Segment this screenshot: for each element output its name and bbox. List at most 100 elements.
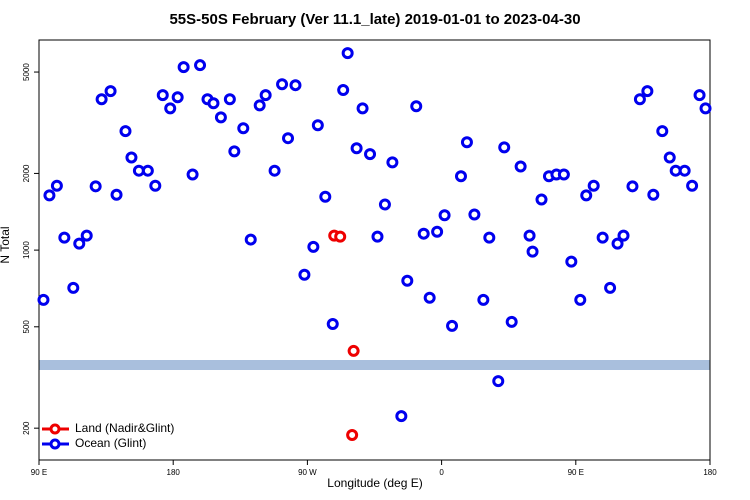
point [95,93,108,106]
point [149,179,162,192]
legend-label: Ocean (Glint) [75,436,146,450]
point [663,151,676,164]
point [535,193,548,206]
point [693,89,706,102]
legend-marker [49,423,61,435]
point [417,227,430,240]
x-tick-label: 180 [167,468,181,477]
point [526,245,539,258]
point [268,164,281,177]
point [678,164,691,177]
x-tick-label: 90 E [31,468,47,477]
point [228,145,241,158]
y-tick-label: 200 [22,421,31,435]
point [119,125,132,138]
point [223,93,236,106]
point [574,293,587,306]
point [596,231,609,244]
point [326,317,339,330]
y-tick-label: 5000 [22,63,31,81]
point [43,189,56,202]
point [244,233,257,246]
point [431,225,444,238]
point [80,229,93,242]
point [386,156,399,169]
point [207,97,220,110]
point [186,168,199,181]
point [492,375,505,388]
y-tick-label: 1000 [22,241,31,259]
point [410,100,423,113]
point [423,291,436,304]
point [171,91,184,104]
point [371,230,384,243]
point [194,59,207,72]
y-tick-label: 500 [22,320,31,334]
point [454,170,467,183]
plot-frame [38,39,711,461]
point [565,255,578,268]
point [67,281,80,294]
point [346,429,359,442]
point [37,293,50,306]
point [446,319,459,332]
point [401,274,414,287]
point [378,198,391,211]
point [177,61,190,74]
point [276,78,289,91]
point [483,231,496,244]
band [39,360,710,370]
point [104,85,117,98]
x-axis-label: Longitude (deg E) [327,476,422,490]
point [498,141,511,154]
point [477,293,490,306]
point [686,179,699,192]
point [356,102,369,115]
point [282,132,295,145]
point [298,268,311,281]
point [141,164,154,177]
point [523,229,536,242]
point [125,151,138,164]
point [164,102,177,115]
point [505,315,518,328]
x-tick-label: 0 [439,468,444,477]
point [395,410,408,423]
point [307,240,320,253]
point [617,229,630,242]
point [611,237,624,250]
point [468,208,481,221]
point [334,230,347,243]
point [514,160,527,173]
point [364,148,377,161]
x-tick-label: 90 E [568,468,584,477]
point [110,188,123,201]
point [633,93,646,106]
point [557,168,570,181]
point [259,89,272,102]
y-tick-label: 2000 [22,164,31,182]
point [156,89,169,102]
point [626,180,639,193]
point [604,281,617,294]
y-axis-label: N Total [0,226,12,263]
point [641,85,654,98]
point [647,188,660,201]
point [311,119,324,132]
point [214,111,227,124]
point [89,180,102,193]
point [347,344,360,357]
legend-label: Land (Nadir&Glint) [75,421,174,435]
point [460,136,473,149]
point [438,209,451,222]
point [58,231,71,244]
point [50,179,63,192]
point [580,189,593,202]
point [289,79,302,92]
point [350,142,363,155]
point [656,125,669,138]
point [253,99,266,112]
x-tick-label: 180 [703,468,717,477]
point [73,237,86,250]
